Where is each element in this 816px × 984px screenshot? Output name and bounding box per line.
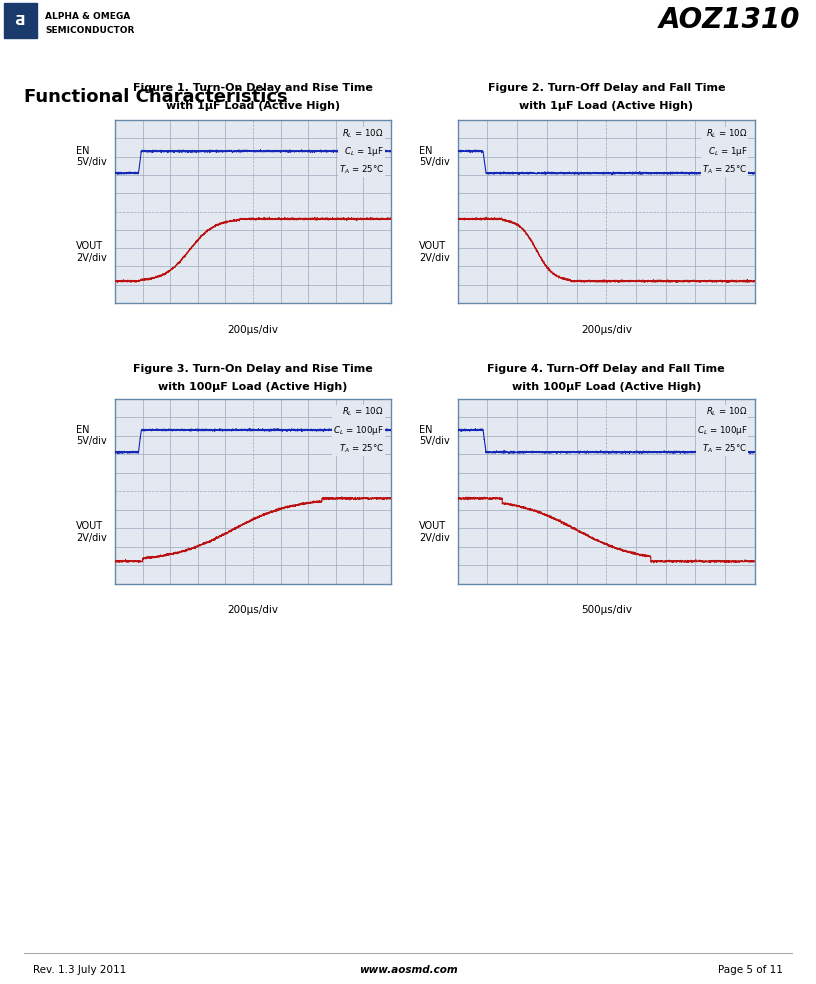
Bar [4,3,37,38]
Text: 200μs/div: 200μs/div [228,325,278,335]
Text: with 100μF Load (Active High): with 100μF Load (Active High) [158,382,348,392]
Text: Figure 4. Turn-Off Delay and Fall Time: Figure 4. Turn-Off Delay and Fall Time [487,364,725,374]
Text: with 1μF Load (Active High): with 1μF Load (Active High) [519,101,694,111]
Text: $R_L$ = 10Ω
$C_L$ = 100μF
$T_A$ = 25°C: $R_L$ = 10Ω $C_L$ = 100μF $T_A$ = 25°C [697,406,747,455]
Text: Figure 1. Turn-On Delay and Rise Time: Figure 1. Turn-On Delay and Rise Time [133,84,373,93]
Text: Figure 2. Turn-Off Delay and Fall Time: Figure 2. Turn-Off Delay and Fall Time [487,84,725,93]
Text: Ƌ: Ƌ [16,14,25,28]
Text: Rev. 1.3 July 2011: Rev. 1.3 July 2011 [33,964,126,975]
Text: VOUT
2V/div: VOUT 2V/div [76,521,107,542]
Text: SEMICONDUCTOR: SEMICONDUCTOR [45,26,135,34]
Text: Functional Characteristics: Functional Characteristics [24,88,288,106]
Text: www.aosmd.com: www.aosmd.com [359,964,457,975]
Text: 200μs/div: 200μs/div [581,325,632,335]
Text: AOZ1310: AOZ1310 [659,6,800,34]
Text: EN
5V/div: EN 5V/div [419,425,450,447]
Text: EN
5V/div: EN 5V/div [76,146,107,167]
Text: 500μs/div: 500μs/div [581,605,632,615]
Text: Figure 3. Turn-On Delay and Rise Time: Figure 3. Turn-On Delay and Rise Time [133,364,373,374]
Text: $R_L$ = 10Ω
$C_L$ = 1μF
$T_A$ = 25°C: $R_L$ = 10Ω $C_L$ = 1μF $T_A$ = 25°C [339,127,384,176]
Text: EN
5V/div: EN 5V/div [419,146,450,167]
Text: VOUT
2V/div: VOUT 2V/div [76,241,107,263]
Text: EN
5V/div: EN 5V/div [76,425,107,447]
Text: $R_L$ = 10Ω
$C_L$ = 100μF
$T_A$ = 25°C: $R_L$ = 10Ω $C_L$ = 100μF $T_A$ = 25°C [333,406,384,455]
Text: $R_L$ = 10Ω
$C_L$ = 1μF
$T_A$ = 25°C: $R_L$ = 10Ω $C_L$ = 1μF $T_A$ = 25°C [702,127,747,176]
Text: with 100μF Load (Active High): with 100μF Load (Active High) [512,382,701,392]
Text: Page 5 of 11: Page 5 of 11 [718,964,783,975]
Text: 200μs/div: 200μs/div [228,605,278,615]
Text: with 1μF Load (Active High): with 1μF Load (Active High) [166,101,340,111]
Text: VOUT
2V/div: VOUT 2V/div [419,521,450,542]
Text: VOUT
2V/div: VOUT 2V/div [419,241,450,263]
Text: ALPHA & OMEGA: ALPHA & OMEGA [45,12,130,21]
